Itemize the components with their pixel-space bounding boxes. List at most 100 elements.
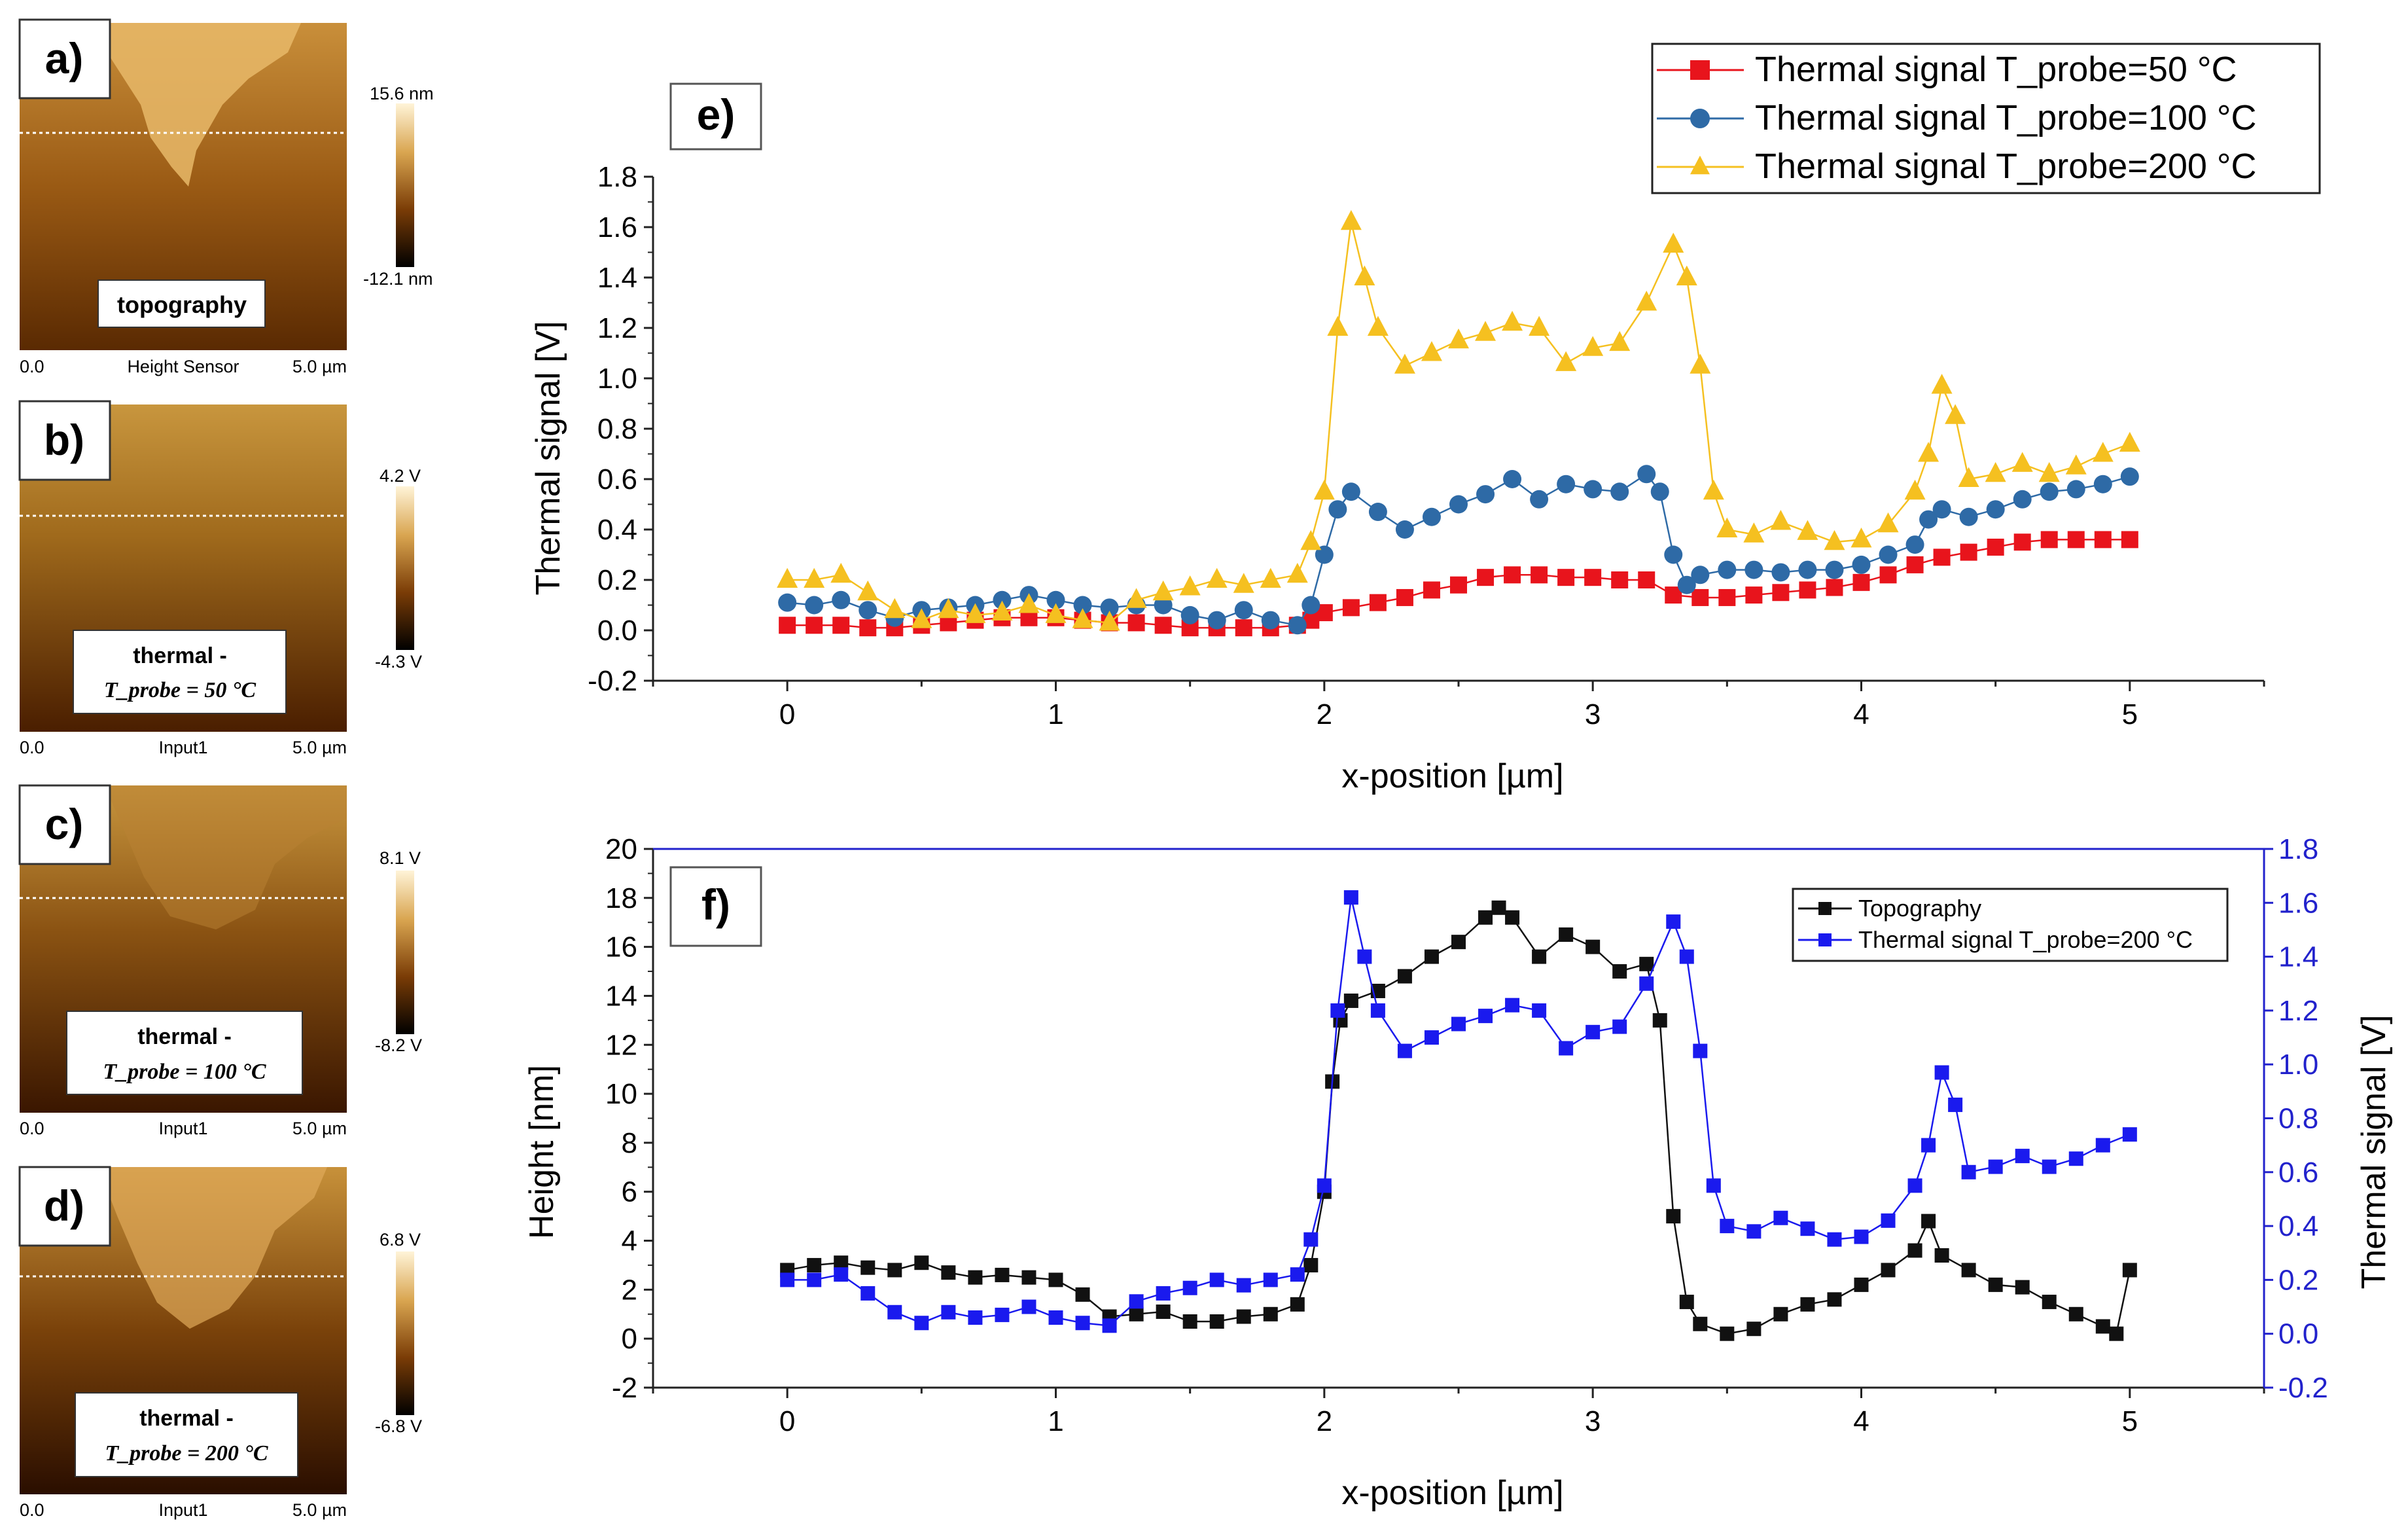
data-point <box>2015 1149 2030 1164</box>
data-point <box>1476 485 1495 504</box>
data-point <box>1557 475 1576 494</box>
data-point <box>1691 588 1709 606</box>
x-tick-label: 5 <box>2122 1405 2138 1437</box>
axis-start: 0.0 <box>20 738 44 757</box>
data-point <box>1301 596 1320 615</box>
data-point <box>2065 454 2087 475</box>
legend-label-50: Thermal signal T_probe=50 °C <box>1755 50 2237 89</box>
panel-label: c) <box>45 800 84 848</box>
data-point <box>1209 1272 1224 1287</box>
data-point <box>1679 1295 1694 1310</box>
data-point <box>1313 479 1335 500</box>
data-point <box>1931 374 1953 394</box>
data-point <box>1771 563 1790 582</box>
y-axis-right-label: Thermal signal [V] <box>2355 1015 2393 1289</box>
data-point <box>2095 1319 2110 1334</box>
y-tick-label: 0.4 <box>597 514 637 546</box>
data-point <box>2042 1295 2057 1310</box>
series-2 <box>777 209 2140 631</box>
axis-channel: Input1 <box>158 1119 207 1138</box>
y-right-tick-label: 0.0 <box>2278 1318 2318 1350</box>
data-point <box>968 1270 983 1285</box>
data-point <box>807 1257 822 1272</box>
chart-e-series <box>777 209 2140 637</box>
data-point <box>1881 1213 1896 1228</box>
data-point <box>1743 522 1765 543</box>
data-point <box>1354 265 1375 285</box>
data-point <box>2122 1263 2137 1278</box>
data-point <box>1985 461 2006 482</box>
data-point <box>1475 321 1496 341</box>
data-point <box>1677 575 1696 594</box>
legend-box <box>1651 43 2321 194</box>
data-point <box>2094 531 2112 549</box>
data-point <box>1154 596 1173 615</box>
data-point <box>1948 1097 1963 1112</box>
data-point <box>1691 566 1710 585</box>
data-point <box>1825 560 1844 579</box>
data-point <box>1449 495 1468 514</box>
data-point <box>1125 588 1147 608</box>
data-point <box>1718 588 1736 606</box>
data-point <box>1933 549 1951 566</box>
data-point <box>1397 969 1412 984</box>
panel-d: d) thermal - T_probe = 200 °C 6.8 V -6.8… <box>18 1166 422 1520</box>
data-point <box>965 603 986 623</box>
data-point <box>1932 500 1951 519</box>
y-axis-label: Height [nm] <box>523 1065 561 1239</box>
y-tick-label: -0.2 <box>588 665 637 697</box>
data-point <box>1100 598 1119 617</box>
data-point <box>1330 1003 1345 1018</box>
data-point <box>1234 601 1253 620</box>
data-point <box>1555 351 1577 371</box>
data-point <box>1693 1316 1708 1331</box>
caption-line2: T_probe = 200 °C <box>105 1441 268 1466</box>
data-point <box>1328 500 1347 519</box>
data-point <box>1663 232 1684 253</box>
data-point <box>1209 1314 1224 1329</box>
data-point <box>1156 1304 1171 1320</box>
data-point <box>1129 1294 1144 1309</box>
series-line <box>787 907 2131 1335</box>
data-point <box>1261 611 1280 630</box>
colorbar <box>396 486 414 650</box>
x-axis-label: x-position [µm] <box>1341 757 1563 795</box>
data-point <box>1154 617 1172 634</box>
axis-channel: Height Sensor <box>127 357 239 376</box>
data-point <box>2120 467 2139 486</box>
data-point <box>1397 1043 1412 1058</box>
data-point <box>1532 949 1547 964</box>
data-point <box>1421 341 1442 361</box>
data-point <box>1879 545 1898 564</box>
axis-end: 5.0 µm <box>292 357 347 376</box>
data-point <box>1676 265 1697 285</box>
data-point <box>1315 545 1334 564</box>
panel-label-box <box>669 866 762 947</box>
data-point <box>1179 575 1201 596</box>
data-point <box>1988 1159 2003 1174</box>
data-point <box>1652 1013 1667 1028</box>
data-point <box>1368 503 1387 522</box>
data-point <box>1263 1306 1278 1322</box>
axis-start: 0.0 <box>20 1500 44 1520</box>
chart-e: e) 0 1 2 3 4 5 -0.2 0.0 0.2 0.4 0.6 0.8 1.0 1.2 1.4 1.6… <box>529 43 2321 795</box>
y-tick-label: 1.4 <box>597 262 637 294</box>
data-point <box>1919 510 1938 529</box>
data-point <box>1557 569 1575 586</box>
y-tick-label: 1.0 <box>597 363 637 395</box>
data-point <box>2068 1306 2083 1322</box>
y-right-tick-label: 1.0 <box>2278 1049 2318 1081</box>
x-tick-label: 1 <box>1048 698 1063 730</box>
data-point <box>778 593 797 612</box>
data-point <box>1720 1219 1735 1234</box>
caption-box <box>97 279 266 328</box>
data-point <box>1021 1299 1036 1314</box>
y-right-tick-label: 0.2 <box>2278 1264 2318 1296</box>
legend-box <box>1792 888 2229 962</box>
axis-end: 5.0 µm <box>292 1500 347 1520</box>
y-tick-label: 12 <box>605 1029 637 1061</box>
data-point <box>1451 1016 1466 1032</box>
data-point <box>1182 1280 1197 1295</box>
data-point <box>1450 576 1467 594</box>
data-point <box>1018 593 1040 613</box>
